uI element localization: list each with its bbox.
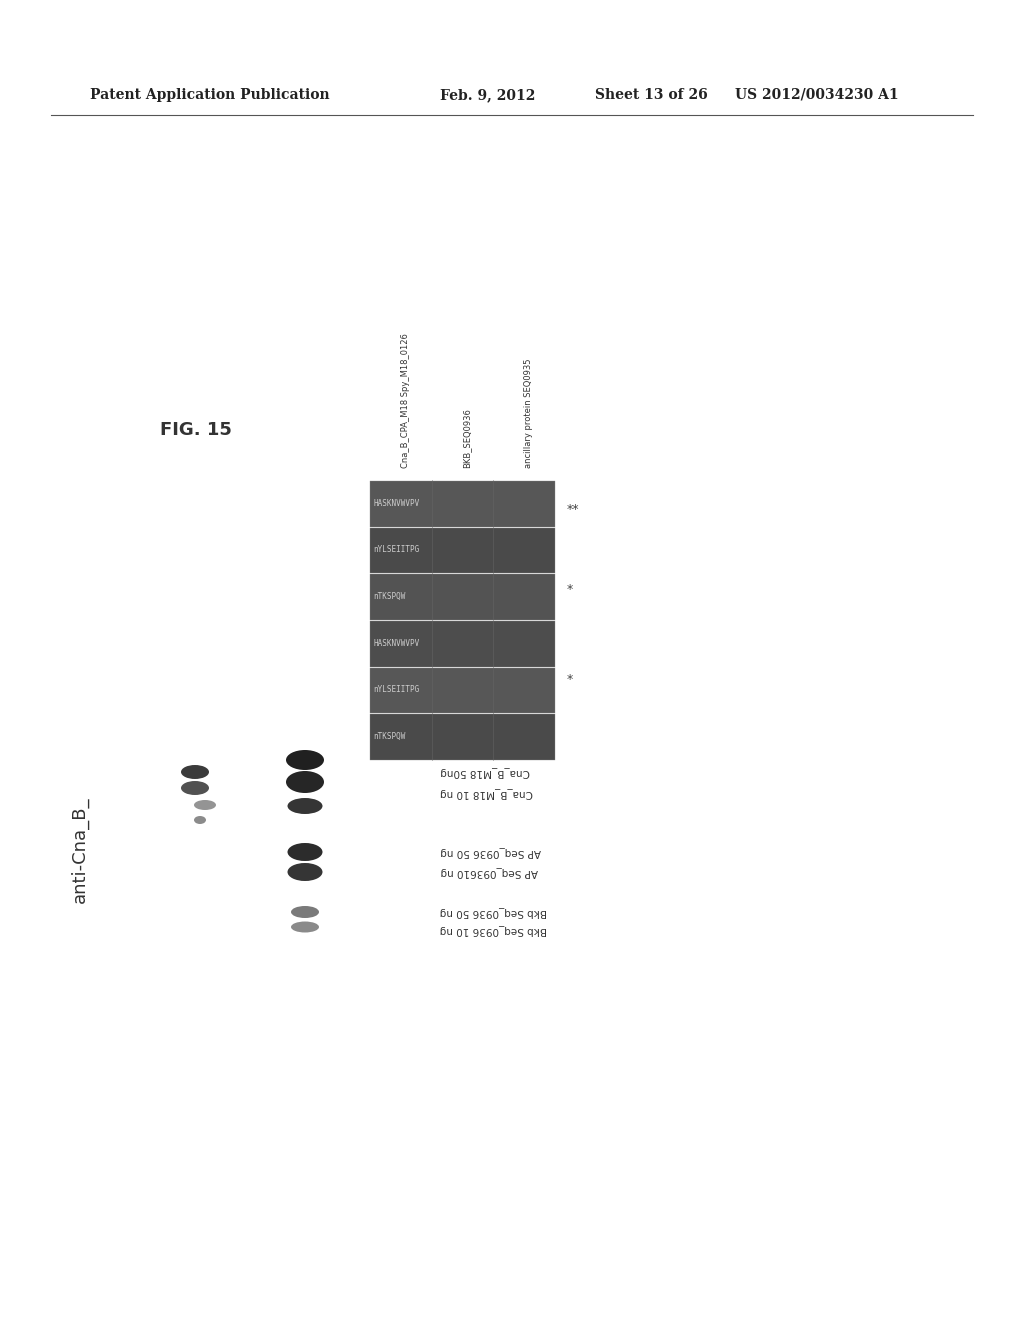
Text: Bkb Seq_0936 10 ng: Bkb Seq_0936 10 ng <box>440 924 547 936</box>
Text: nTKSPQW: nTKSPQW <box>373 593 406 601</box>
Ellipse shape <box>181 781 209 795</box>
Text: nYLSEIITPG: nYLSEIITPG <box>373 685 419 694</box>
Text: Patent Application Publication: Patent Application Publication <box>90 88 330 102</box>
Ellipse shape <box>288 863 323 880</box>
Text: ancillary protein SEQ0935: ancillary protein SEQ0935 <box>524 359 534 469</box>
Ellipse shape <box>181 766 209 779</box>
Bar <box>370 620 555 667</box>
Text: HASKNVWVPV: HASKNVWVPV <box>373 499 419 508</box>
Text: *: * <box>567 673 573 686</box>
Text: US 2012/0034230 A1: US 2012/0034230 A1 <box>735 88 899 102</box>
Text: Bkb Seq_0936 50 ng: Bkb Seq_0936 50 ng <box>440 907 547 917</box>
Bar <box>370 574 555 620</box>
Text: **: ** <box>567 503 580 516</box>
Ellipse shape <box>194 800 216 810</box>
Text: Cna_B_M18 10 ng: Cna_B_M18 10 ng <box>440 788 534 799</box>
Text: AP Seq_0936 50 ng: AP Seq_0936 50 ng <box>440 846 541 858</box>
Ellipse shape <box>291 906 319 917</box>
Ellipse shape <box>288 843 323 861</box>
Text: HASKNVWVPV: HASKNVWVPV <box>373 639 419 648</box>
Text: nTKSPQW: nTKSPQW <box>373 733 406 741</box>
Text: AP Seq_093610 ng: AP Seq_093610 ng <box>440 866 538 878</box>
Text: Feb. 9, 2012: Feb. 9, 2012 <box>440 88 536 102</box>
Bar <box>370 714 555 760</box>
Bar <box>370 480 555 527</box>
Text: *: * <box>567 583 573 597</box>
Ellipse shape <box>286 750 324 770</box>
Text: nYLSEIITPG: nYLSEIITPG <box>373 545 419 554</box>
Ellipse shape <box>291 921 319 932</box>
Text: anti-Cna_B_: anti-Cna_B_ <box>71 797 89 903</box>
Ellipse shape <box>194 816 206 824</box>
Text: Cna_B_M18 50ng: Cna_B_M18 50ng <box>440 767 529 777</box>
Bar <box>370 668 555 713</box>
Bar <box>370 528 555 573</box>
Text: BKB_SEQ0936: BKB_SEQ0936 <box>463 408 471 469</box>
Ellipse shape <box>286 771 324 793</box>
Text: FIG. 15: FIG. 15 <box>160 421 231 440</box>
Ellipse shape <box>288 799 323 814</box>
Text: Sheet 13 of 26: Sheet 13 of 26 <box>595 88 708 102</box>
Text: Cna_B_CPA_M18 Spy_M18_0126: Cna_B_CPA_M18 Spy_M18_0126 <box>400 333 410 469</box>
